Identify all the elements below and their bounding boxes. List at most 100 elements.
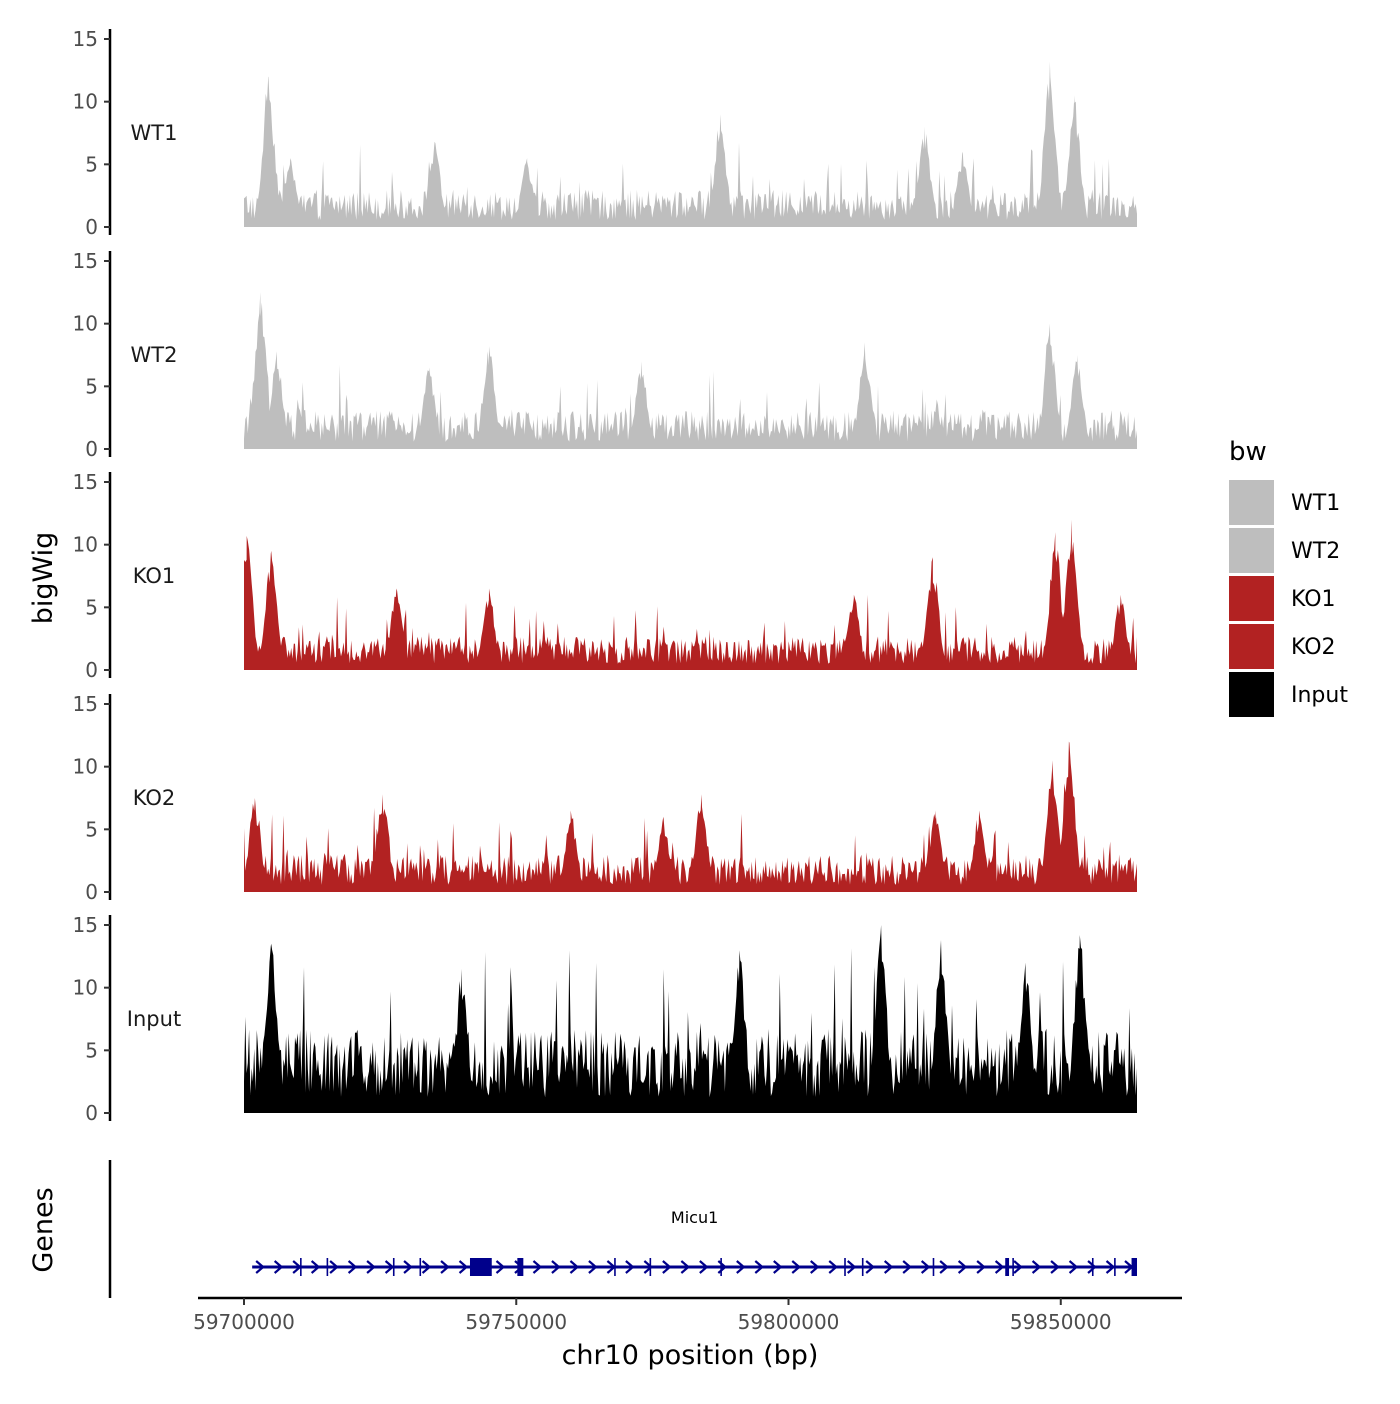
y-tick-label-wt2-0: 0 [85, 437, 98, 461]
legend-label-wt1: WT1 [1291, 491, 1340, 516]
track-label-wt2: WT2 [131, 343, 178, 367]
y-tick-label-wt2-5: 5 [85, 374, 98, 398]
gene-strand-arrow [329, 1260, 339, 1274]
y-tick-label-wt2-15: 15 [73, 249, 98, 273]
gene-panel-title: Genes [28, 1187, 59, 1272]
gene-strand-arrow [273, 1260, 284, 1274]
gene-strand-arrow [828, 1260, 838, 1274]
gene-strand-arrow [680, 1260, 691, 1274]
gene-strand-arrow [458, 1260, 469, 1274]
gene-strand-arrow [625, 1260, 635, 1274]
y-tick-label-wt1-10: 10 [73, 90, 98, 114]
gene-strand-arrow [551, 1260, 561, 1274]
gene-strand-arrow [810, 1260, 820, 1274]
gene-strand-arrow [699, 1260, 709, 1274]
gene-strand-arrow [957, 1260, 968, 1274]
y-tick-label-wt1-15: 15 [73, 27, 98, 51]
y-axis-title: bigWig [28, 532, 59, 625]
gene-strand-arrow [976, 1260, 986, 1274]
track-label-ko2: KO2 [133, 786, 176, 810]
track-label-input: Input [127, 1007, 181, 1031]
gene-strand-arrow [532, 1260, 543, 1274]
legend-swatch-wt1 [1229, 480, 1274, 525]
legend-label-input: Input [1291, 683, 1348, 708]
track-wt2: WT2 [131, 292, 1137, 449]
gene-exon [1131, 1258, 1137, 1276]
y-tick-label-ko2-0: 0 [85, 880, 98, 904]
gene-strand-arrow [902, 1260, 912, 1274]
legend-label-ko1: KO1 [1291, 587, 1336, 612]
y-tick-label-ko1-10: 10 [73, 533, 98, 557]
gene-strand-arrow [255, 1260, 265, 1274]
signal-area-input [244, 925, 1137, 1113]
signal-area-ko1 [244, 519, 1137, 670]
gene-strand-arrow [994, 1260, 1005, 1274]
gene-exon [517, 1258, 524, 1276]
gene-strand-arrow [939, 1260, 949, 1274]
gene-strand-arrow [791, 1260, 801, 1274]
gene-strand-arrow [883, 1260, 894, 1274]
gene-strand-arrow [865, 1260, 875, 1274]
gene-strand-arrow [1031, 1260, 1042, 1274]
gene-strand-arrow [347, 1260, 358, 1274]
y-tick-label-input-10: 10 [73, 976, 98, 1000]
gene-strand-arrow [1068, 1260, 1079, 1274]
gene-exon [1005, 1258, 1010, 1276]
track-input: Input [127, 925, 1137, 1113]
gene-strand-arrow [643, 1260, 654, 1274]
gene-strand-arrow [846, 1260, 857, 1274]
gene-strand-arrow [1087, 1260, 1097, 1274]
y-tick-label-input-0: 0 [85, 1101, 98, 1125]
gene-strand-arrow [736, 1260, 746, 1274]
y-tick-label-wt1-5: 5 [85, 152, 98, 176]
signal-area-ko2 [244, 741, 1137, 892]
y-tick-label-input-5: 5 [85, 1038, 98, 1062]
track-wt1: WT1 [131, 61, 1137, 227]
y-tick-label-ko2-10: 10 [73, 755, 98, 779]
x-axis-title: chr10 position (bp) [562, 1340, 819, 1371]
signal-area-wt1 [244, 61, 1137, 227]
gene-strand-arrow [662, 1260, 672, 1274]
track-label-ko1: KO1 [133, 564, 176, 588]
gene-strand-arrow [310, 1260, 321, 1274]
gene-strand-arrow [569, 1260, 580, 1274]
gene-strand-arrow [440, 1260, 450, 1274]
track-ko1: KO1 [133, 519, 1137, 670]
x-tick-label-3: 59850000 [1010, 1310, 1112, 1334]
legend-swatch-wt2 [1229, 528, 1274, 573]
legend-swatch-ko1 [1229, 576, 1274, 621]
y-tick-label-ko2-15: 15 [73, 692, 98, 716]
gene-strand-arrow [421, 1260, 432, 1274]
x-tick-label-0: 59700000 [193, 1310, 295, 1334]
legend-title: bw [1229, 437, 1267, 467]
gene-name-label: Micu1 [671, 1208, 718, 1227]
gene-strand-arrow [384, 1260, 395, 1274]
legend-swatch-ko2 [1229, 624, 1274, 669]
gene-strand-arrow [588, 1260, 598, 1274]
y-tick-label-input-15: 15 [73, 913, 98, 937]
gene-exon [469, 1258, 492, 1276]
legend-swatch-input [1229, 672, 1274, 717]
legend-label-ko2: KO2 [1291, 635, 1336, 660]
x-tick-label-1: 59750000 [465, 1310, 567, 1334]
gene-strand-arrow [495, 1260, 506, 1274]
gene-strand-arrow [773, 1260, 783, 1274]
y-tick-label-wt1-0: 0 [85, 215, 98, 239]
gene-strand-arrow [1105, 1260, 1116, 1274]
gene-strand-arrow [920, 1260, 931, 1274]
gene-strand-arrow [1050, 1260, 1060, 1274]
y-tick-label-ko1-15: 15 [73, 470, 98, 494]
gene-strand-arrow [1013, 1260, 1023, 1274]
x-tick-label-2: 59800000 [738, 1310, 840, 1334]
y-tick-label-ko1-0: 0 [85, 658, 98, 682]
signal-area-wt2 [244, 292, 1137, 449]
y-tick-label-ko2-5: 5 [85, 817, 98, 841]
track-ko2: KO2 [133, 741, 1137, 892]
gene-strand-arrow [754, 1260, 764, 1274]
gene-strand-arrow [366, 1260, 376, 1274]
y-tick-label-wt2-10: 10 [73, 312, 98, 336]
track-label-wt1: WT1 [131, 121, 178, 145]
legend-label-wt2: WT2 [1291, 539, 1340, 564]
